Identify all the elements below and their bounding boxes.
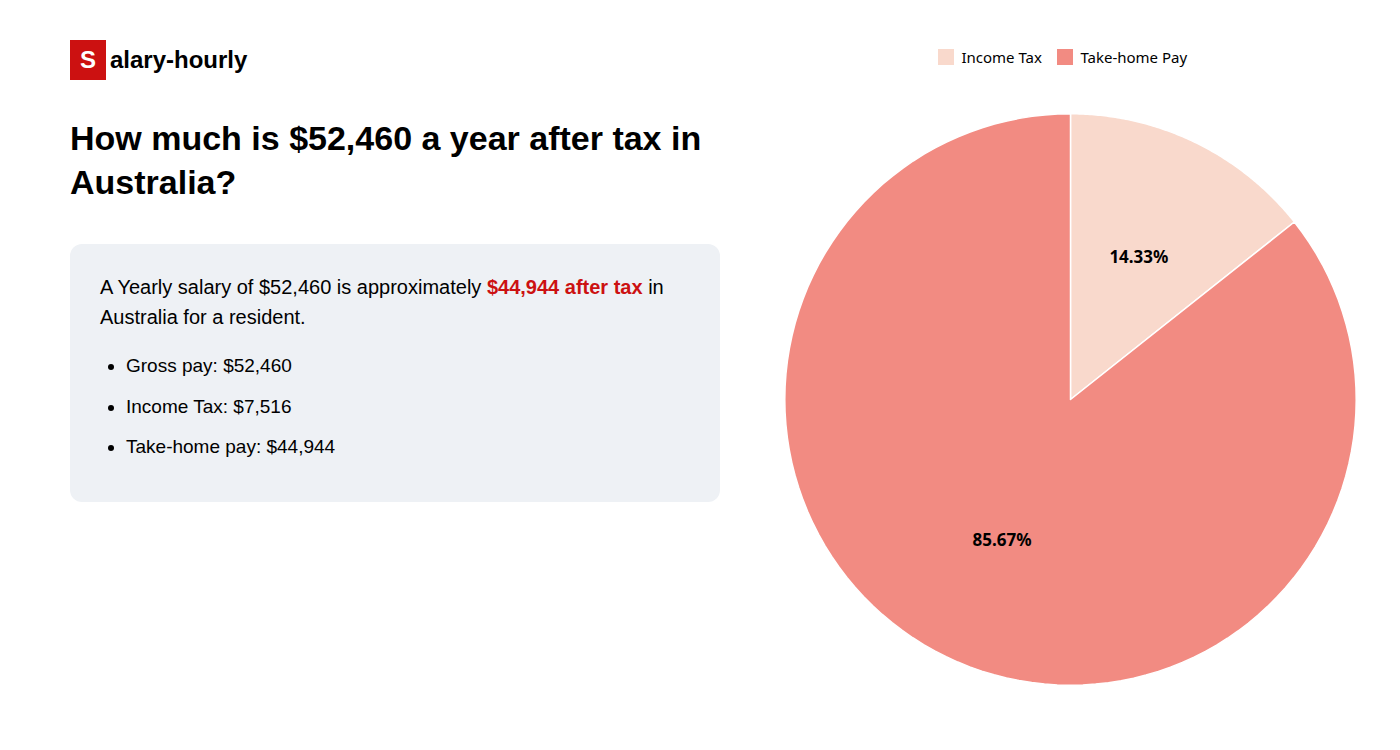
html-text:Australia for a resident.: Australia for a resident. bbox=[100, 306, 306, 329]
html-text:How much is $52,460 a year aft: How much is $52,460 a year after tax in bbox=[70, 119, 702, 157]
html-text:Take-home Pay: Take-home Pay bbox=[1080, 47, 1188, 68]
html-text:A Yearly salary of $52,460 is: A Yearly salary of $52,460 is approximat… bbox=[100, 276, 664, 299]
svg-text:85.67%: 85.67% bbox=[973, 529, 1032, 552]
html-text:Income Tax: Income Tax bbox=[961, 47, 1042, 68]
html-text:alary-hourly: alary-hourly bbox=[110, 46, 248, 73]
html-text:Gross pay: $52,460: Gross pay: $52,460 bbox=[126, 355, 292, 377]
html-text:S: S bbox=[80, 46, 96, 73]
html-text:Take-home pay: $44,944: Take-home pay: $44,944 bbox=[126, 436, 336, 458]
html-text:Australia?: Australia? bbox=[70, 163, 237, 202]
svg-text:14.33%: 14.33% bbox=[1109, 246, 1168, 269]
html-text:Income Tax: $7,516: Income Tax: $7,516 bbox=[126, 395, 292, 417]
